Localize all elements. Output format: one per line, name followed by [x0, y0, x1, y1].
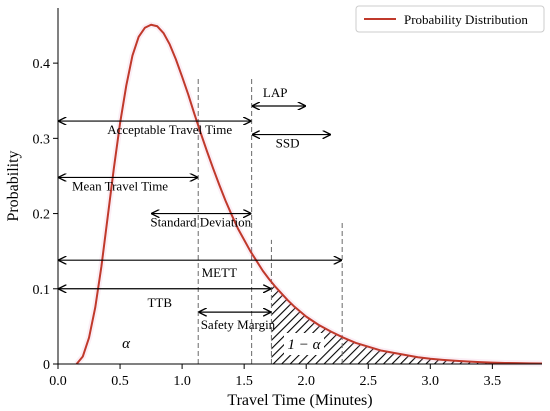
annotation-mett: METT	[202, 265, 237, 280]
y-tick-label: 0.4	[33, 57, 51, 72]
x-tick-label: 2.0	[297, 374, 315, 389]
legend-label: Probability Distribution	[404, 12, 528, 27]
x-ticks-group: 0.0 0.5 1.0 1.5 2.0 2.5 3.0 3.5	[49, 364, 501, 389]
curve-group	[74, 21, 543, 367]
legend-box	[355, 5, 545, 33]
hatched-area-group	[271, 282, 542, 364]
annotation-lap: LAP	[263, 85, 288, 100]
x-tick-label: 1.5	[235, 374, 253, 389]
annotation-standard-deviation: Standard Deviation	[150, 215, 251, 230]
x-tick-label: 2.5	[360, 374, 378, 389]
x-tick-label: 3.5	[484, 374, 502, 389]
alpha-label: α	[122, 336, 131, 352]
annotation-ttb: TTB	[147, 295, 172, 310]
series-line-probability	[75, 23, 543, 365]
annotation-mean-travel-time: Mean Travel Time	[72, 178, 168, 193]
legend: Probability Distribution	[355, 5, 545, 33]
series-line-glow	[74, 21, 543, 367]
x-axis-label: Travel Time (Minutes)	[227, 392, 372, 409]
annotations-group: LAP Acceptable Travel Time SSD Mean Travel …	[59, 85, 341, 332]
annotation-ssd: SSD	[276, 136, 300, 151]
one-minus-alpha-label: 1 − α	[288, 337, 322, 353]
hatched-area	[271, 282, 542, 364]
x-tick-label: 0.5	[111, 374, 129, 389]
y-tick-label: 0	[43, 358, 50, 373]
y-ticks-group: 0 0.1 0.2 0.3 0.4	[33, 57, 58, 373]
y-tick-label: 0.2	[33, 208, 51, 223]
x-tick-label: 3.0	[422, 374, 440, 389]
annotation-acceptable-travel-time: Acceptable Travel Time	[107, 122, 232, 137]
y-tick-label: 0.3	[33, 132, 51, 147]
y-tick-label: 0.1	[33, 283, 51, 298]
x-tick-label: 0.0	[49, 374, 67, 389]
annotation-safety-margin: Safety Margin	[201, 317, 276, 332]
one-minus-alpha-bg	[284, 333, 324, 355]
dashed-lines-group	[197, 78, 343, 364]
y-axis-label: Probability	[5, 150, 22, 221]
x-tick-label: 1.0	[173, 374, 191, 389]
